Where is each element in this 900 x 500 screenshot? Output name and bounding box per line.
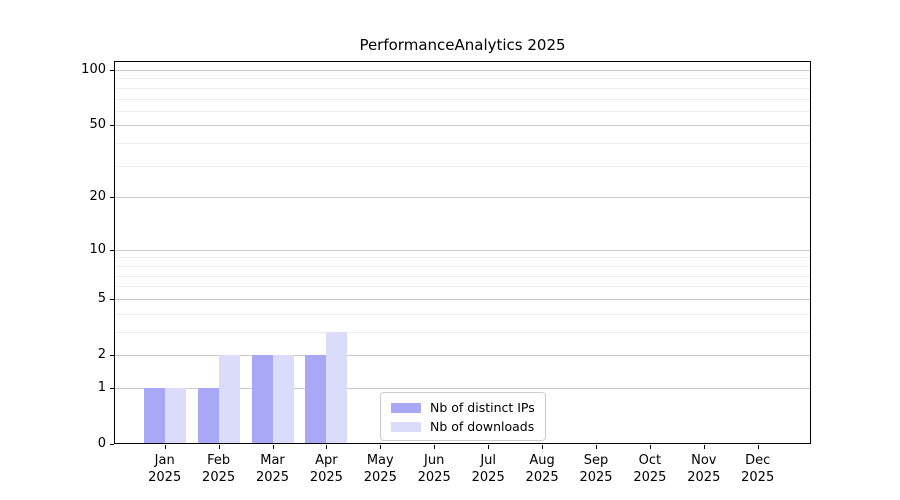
gridline-minor-6 bbox=[114, 286, 811, 288]
gridline-minor-8 bbox=[114, 265, 811, 267]
x-tick-mark-apr bbox=[326, 445, 328, 449]
x-tick-label-mar: Mar 2025 bbox=[255, 453, 290, 485]
chart-title: PerformanceAnalytics 2025 bbox=[359, 36, 566, 54]
x-tick-mark-may bbox=[380, 445, 382, 449]
x-tick-label-jun: Jun 2025 bbox=[417, 453, 451, 485]
gridline-minor-4 bbox=[114, 313, 811, 315]
bar-downloads-mar bbox=[272, 355, 294, 444]
x-tick-mark-jan bbox=[164, 445, 166, 449]
gridline-major-1 bbox=[114, 387, 811, 389]
y-tick-label-100: 100 bbox=[81, 62, 106, 77]
x-tick-mark-aug bbox=[542, 445, 544, 449]
bar-distinct-ips-jan bbox=[143, 387, 165, 444]
y-tick-mark-20 bbox=[110, 197, 114, 199]
bar-downloads-jan bbox=[164, 387, 186, 444]
gridline-major-50 bbox=[114, 125, 811, 127]
x-tick-label-aug: Aug 2025 bbox=[525, 453, 559, 485]
y-tick-mark-2 bbox=[110, 355, 114, 356]
gridline-major-10 bbox=[114, 249, 811, 251]
y-tick-mark-10 bbox=[110, 249, 114, 251]
gridline-major-5 bbox=[114, 298, 811, 300]
y-tick-label-50: 50 bbox=[89, 117, 106, 133]
x-tick-mark-jun bbox=[434, 445, 436, 449]
x-tick-label-may: May 2025 bbox=[363, 453, 397, 485]
x-tick-label-nov: Nov 2025 bbox=[687, 453, 721, 485]
legend-item-downloads: Nb of downloads bbox=[391, 418, 535, 435]
x-tick-mark-mar bbox=[272, 445, 274, 449]
y-tick-mark-0 bbox=[110, 444, 114, 445]
y-tick-label-1: 1 bbox=[97, 379, 106, 395]
legend-label-downloads: Nb of downloads bbox=[430, 419, 535, 434]
gridline-major-20 bbox=[114, 197, 811, 199]
x-tick-label-dec: Dec 2025 bbox=[741, 453, 775, 485]
gridline-minor-7 bbox=[114, 275, 811, 277]
gridline-minor-30 bbox=[114, 165, 811, 167]
plot-area: Nb of distinct IPs Nb of downloads bbox=[114, 61, 811, 444]
legend-item-distinct-ips: Nb of distinct IPs bbox=[391, 399, 535, 416]
x-tick-mark-jul bbox=[488, 445, 490, 449]
x-tick-mark-dec bbox=[757, 445, 759, 449]
gridline-minor-9 bbox=[114, 257, 811, 259]
gridline-major-100 bbox=[114, 70, 811, 71]
x-tick-mark-feb bbox=[218, 445, 220, 449]
legend: Nb of distinct IPs Nb of downloads bbox=[380, 392, 546, 441]
y-tick-mark-100 bbox=[110, 70, 114, 71]
y-tick-label-10: 10 bbox=[89, 241, 106, 257]
y-tick-label-2: 2 bbox=[97, 347, 106, 362]
bar-distinct-ips-apr bbox=[305, 355, 327, 444]
gridline-minor-3 bbox=[114, 331, 811, 333]
gridline-minor-70 bbox=[114, 98, 811, 100]
legend-label-distinct-ips: Nb of distinct IPs bbox=[430, 400, 535, 415]
bar-downloads-feb bbox=[218, 355, 240, 444]
legend-swatch-downloads bbox=[391, 421, 421, 432]
x-tick-label-jan: Jan 2025 bbox=[148, 453, 182, 485]
x-tick-label-sep: Sep 2025 bbox=[579, 453, 613, 485]
bar-downloads-apr bbox=[326, 331, 348, 444]
y-tick-mark-50 bbox=[110, 125, 114, 127]
x-tick-label-apr: Apr 2025 bbox=[309, 453, 343, 485]
x-tick-mark-oct bbox=[649, 445, 651, 449]
x-tick-label-feb: Feb 2025 bbox=[202, 453, 236, 485]
y-tick-mark-5 bbox=[110, 298, 114, 300]
gridline-minor-40 bbox=[114, 143, 811, 145]
gridline-minor-90 bbox=[114, 78, 811, 80]
bar-distinct-ips-mar bbox=[251, 355, 273, 444]
x-tick-label-oct: Oct 2025 bbox=[633, 453, 667, 485]
x-tick-mark-sep bbox=[596, 445, 597, 449]
y-tick-label-20: 20 bbox=[89, 189, 106, 205]
y-tick-mark-1 bbox=[110, 387, 114, 389]
x-tick-mark-nov bbox=[703, 445, 705, 449]
legend-swatch-distinct-ips bbox=[391, 402, 421, 413]
gridline-major-2 bbox=[114, 355, 811, 356]
y-tick-label-0: 0 bbox=[97, 436, 106, 451]
gridline-minor-60 bbox=[114, 110, 811, 112]
bar-distinct-ips-feb bbox=[197, 387, 219, 444]
x-tick-label-jul: Jul 2025 bbox=[471, 453, 505, 485]
gridline-minor-80 bbox=[114, 87, 811, 89]
y-tick-label-5: 5 bbox=[97, 290, 106, 306]
